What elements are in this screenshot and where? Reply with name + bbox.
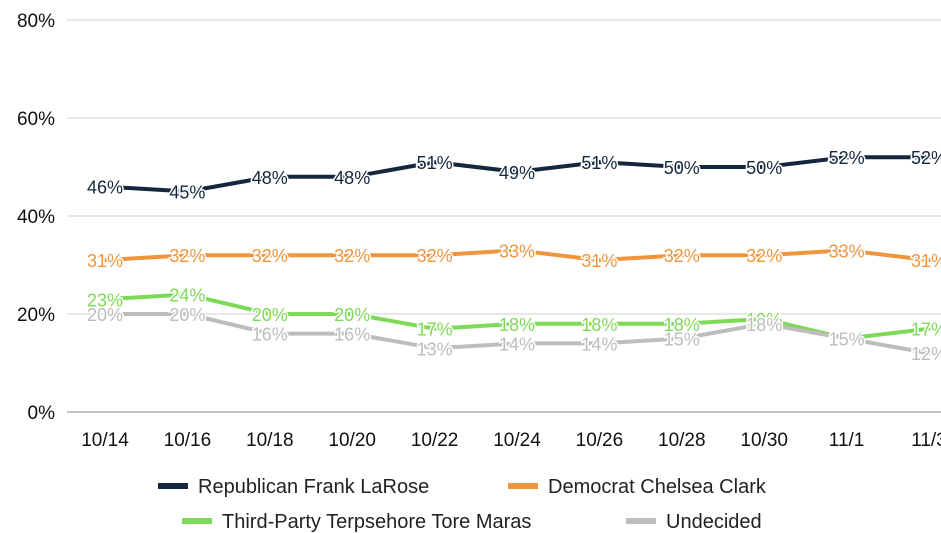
x-axis: 10/14 10/16 10/18 10/20 10/22 10/24 10/26 10/28…	[81, 430, 941, 451]
data-label: 15%	[664, 330, 700, 350]
data-label: 33%	[499, 241, 535, 261]
x-tick-label: 11/1	[829, 430, 865, 451]
y-tick-label: 0%	[28, 403, 56, 424]
x-tick-label: 10/24	[493, 430, 541, 451]
data-label: 14%	[581, 334, 617, 354]
x-tick-label: 10/14	[81, 430, 129, 451]
data-label: 20%	[334, 305, 370, 325]
data-label: 18%	[664, 315, 700, 335]
legend-label: Democrat Chelsea Clark	[548, 476, 767, 498]
data-label: 32%	[746, 246, 782, 266]
data-labels: 46% 45% 48% 48% 51% 49% 51% 50% 50% 52% 52% 31% 32% 3…	[85, 147, 941, 366]
data-label: 17%	[911, 320, 941, 340]
data-label: 45%	[169, 183, 205, 203]
data-label: 32%	[417, 246, 453, 266]
data-label: 12%	[911, 344, 941, 364]
data-label: 31%	[87, 251, 123, 271]
data-label: 19%	[746, 310, 782, 330]
data-label: 23%	[87, 290, 123, 310]
data-label: 15%	[829, 330, 865, 350]
data-label: 50%	[664, 158, 700, 178]
data-label: 18%	[499, 315, 535, 335]
legend: Republican Frank LaRose Democrat Chelsea …	[158, 476, 767, 533]
x-tick-label: 10/22	[411, 430, 459, 451]
data-label: 20%	[169, 305, 205, 325]
data-label: 31%	[581, 251, 617, 271]
series-lines	[103, 155, 931, 356]
series-line	[103, 312, 931, 356]
data-label: 32%	[334, 246, 370, 266]
data-label: 16%	[334, 325, 370, 345]
data-label: 14%	[499, 334, 535, 354]
gridlines	[67, 19, 941, 413]
data-label: 18%	[581, 315, 617, 335]
x-tick-label: 10/28	[658, 430, 706, 451]
data-label: 15%	[829, 330, 865, 350]
data-label: 48%	[334, 168, 370, 188]
y-tick-label: 80%	[17, 11, 55, 32]
data-label: 16%	[252, 325, 288, 345]
data-label: 51%	[581, 153, 617, 173]
data-label: 48%	[252, 168, 288, 188]
data-label: 50%	[746, 158, 782, 178]
series-line	[103, 155, 931, 194]
data-label: 33%	[829, 241, 865, 261]
x-tick-label: 10/20	[328, 430, 376, 451]
data-label: 52%	[829, 148, 865, 168]
data-label: 32%	[169, 246, 205, 266]
data-label: 32%	[252, 246, 288, 266]
x-tick-label: 10/16	[164, 430, 212, 451]
data-label: 32%	[664, 246, 700, 266]
data-label: 13%	[417, 339, 453, 359]
data-label: 17%	[417, 320, 453, 340]
y-tick-label: 60%	[17, 109, 55, 130]
data-label: 49%	[499, 163, 535, 183]
data-label: 20%	[87, 305, 123, 325]
x-tick-label: 10/30	[740, 430, 788, 451]
data-label: 24%	[169, 285, 205, 305]
data-label: 18%	[746, 315, 782, 335]
legend-label: Undecided	[666, 511, 762, 533]
data-label: 51%	[417, 153, 453, 173]
y-axis: 0% 20% 40% 60% 80%	[17, 11, 55, 424]
data-label: 46%	[87, 178, 123, 198]
x-tick-label: 11/3	[911, 430, 941, 451]
series-line	[103, 292, 931, 341]
legend-label: Third-Party Terpsehore Tore Maras	[222, 511, 531, 533]
y-tick-label: 40%	[17, 207, 55, 228]
x-tick-label: 10/18	[246, 430, 294, 451]
x-tick-label: 10/26	[576, 430, 624, 451]
data-label: 20%	[252, 305, 288, 325]
series-line	[103, 248, 931, 263]
data-label: 52%	[911, 148, 941, 168]
data-label: 31%	[911, 251, 941, 271]
y-tick-label: 20%	[17, 305, 55, 326]
legend-label: Republican Frank LaRose	[198, 476, 429, 498]
